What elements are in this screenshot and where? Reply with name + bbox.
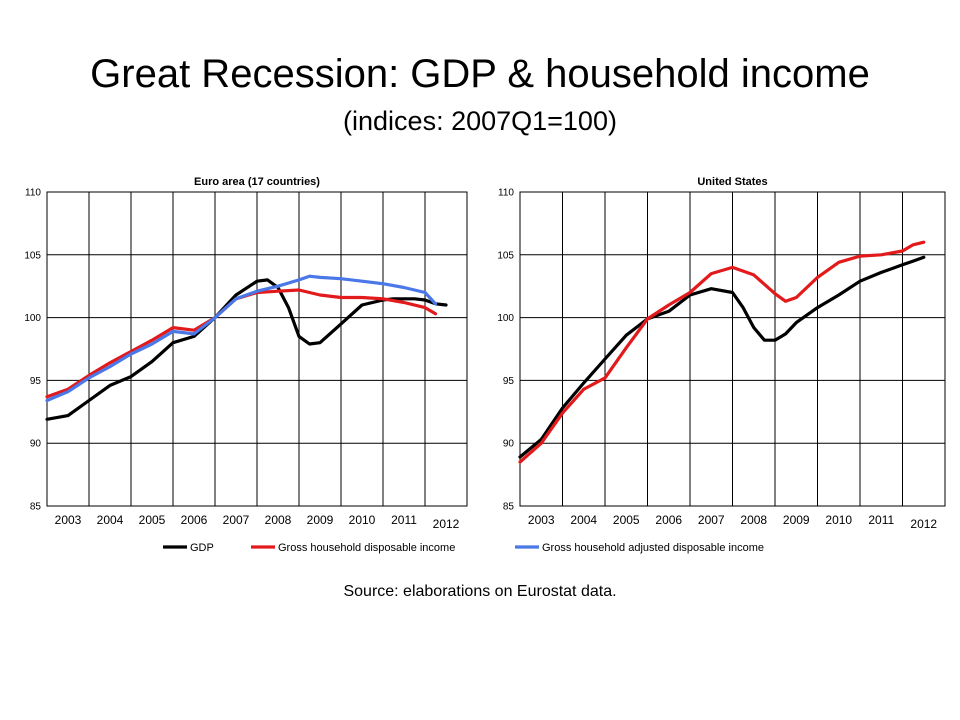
source-note: Source: elaborations on Eurostat data. (343, 583, 617, 600)
euro-xtick-2004: 2004 (97, 513, 124, 527)
euro-xtick-2011: 2011 (391, 513, 417, 527)
euro-ytick-85: 85 (30, 502, 42, 513)
euro-xtick-2007: 2007 (223, 513, 250, 527)
us-ytick-85: 85 (503, 502, 515, 513)
us-chart-title: United States (697, 176, 767, 188)
euro-series-gdp (45, 278, 448, 421)
page-title: Great Recession: GDP & household income (90, 52, 870, 96)
euro-xtick-2008: 2008 (265, 513, 292, 527)
us-xtick-2006: 2006 (655, 513, 682, 527)
euro-chart-title: Euro area (17 countries) (194, 176, 320, 188)
euro-xtick-2006: 2006 (181, 513, 208, 527)
us-series-gdp (518, 255, 926, 459)
euro-ytick-90: 90 (30, 439, 42, 450)
charts-area: Euro area (17 countries) 85 90 95 100 105 110 2… (24, 176, 946, 554)
euro-xtick-2005: 2005 (139, 513, 166, 527)
legend-label-gdp: GDP (190, 542, 214, 554)
euro-ytick-105: 105 (24, 250, 41, 261)
euro-ytick-110: 110 (25, 188, 41, 199)
us-ytick-105: 105 (497, 250, 514, 261)
us-xtick-2012: 2012 (910, 517, 937, 531)
euro-xtick-2003: 2003 (55, 513, 82, 527)
page-subtitle: (indices: 2007Q1=100) (343, 106, 617, 136)
us-xtick-2010: 2010 (825, 513, 852, 527)
us-xtick-2004: 2004 (570, 513, 597, 527)
us-xtick-2009: 2009 (783, 513, 810, 527)
euro-series-gross-household-adjusted-disposable-income (45, 274, 438, 403)
euro-xtick-2010: 2010 (349, 513, 376, 527)
legend-label-gross-household-disposable-income: Gross household disposable income (278, 542, 455, 554)
euro-ytick-100: 100 (24, 313, 41, 324)
us-ytick-95: 95 (503, 376, 515, 387)
euro-xtick-2009: 2009 (307, 513, 334, 527)
us-ytick-100: 100 (497, 313, 514, 324)
us-xtick-2011: 2011 (868, 513, 894, 527)
us-xtick-2007: 2007 (698, 513, 725, 527)
us-ytick-90: 90 (503, 439, 515, 450)
legend-label-gross-household-adjusted-disposable-income: Gross household adjusted disposable inco… (542, 542, 764, 554)
us-xtick-2003: 2003 (528, 513, 555, 527)
euro-xtick-2012: 2012 (433, 517, 460, 531)
euro-ytick-95: 95 (30, 376, 42, 387)
us-series-gross-household-disposable-income (518, 240, 926, 464)
us-xtick-2005: 2005 (613, 513, 640, 527)
us-ytick-110: 110 (498, 188, 514, 199)
us-xtick-2008: 2008 (740, 513, 767, 527)
